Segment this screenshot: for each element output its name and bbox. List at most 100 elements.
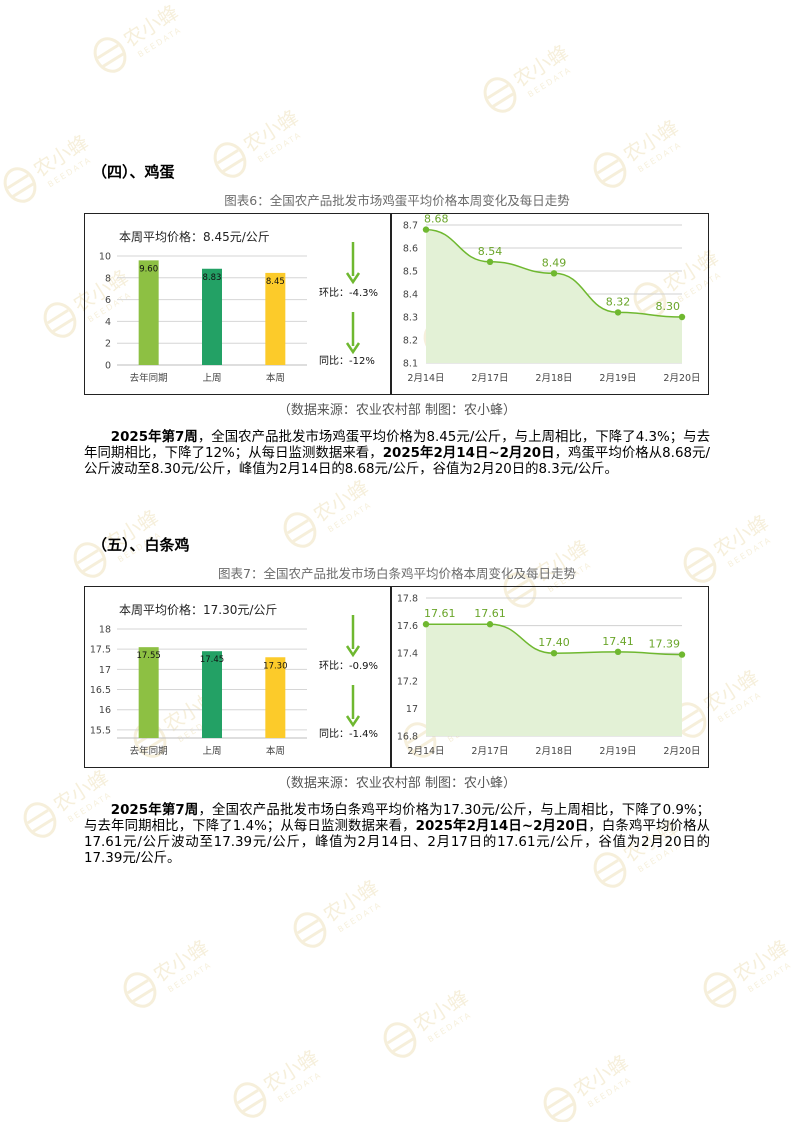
x-tick-label: 2月19日 <box>599 746 636 757</box>
bar-chart-eggs: 本周平均价格：8.45元/公斤 0 2 4 6 8 10 9.60 去年同期 8.83 上周 8.45… <box>99 229 378 384</box>
y-tick-label: 10 <box>99 252 111 263</box>
line-chart-chicken: 16.8 17 17.2 17.4 17.6 17.8 17.61 2月14日 17.61 2月1… <box>397 594 701 758</box>
bar-chart-chicken: 本周平均价格：17.30元/公斤 15.5 16 16.5 17 17.5 18 17.55 去… <box>90 602 378 757</box>
data-source-eggs: （数据来源：农业农村部 制图：农小蜂） <box>277 403 517 418</box>
bar-value-label: 8.83 <box>203 273 222 283</box>
summary-paragraph-eggs: 2025年第7周，全国农产品批发市场鸡蛋平均价格为8.45元/公斤，与上周相比，… <box>84 430 710 477</box>
x-tick-label: 上周 <box>202 746 221 757</box>
y-tick-label: 17.5 <box>90 645 111 656</box>
y-tick-label: 8.4 <box>403 290 418 301</box>
bar <box>202 651 222 738</box>
y-tick-label: 0 <box>105 361 111 372</box>
data-point <box>422 226 430 233</box>
yoy-change-label: 同比：-1.4% <box>319 728 378 740</box>
data-point-label: 8.30 <box>656 300 681 313</box>
figure-divider <box>390 587 392 767</box>
y-tick-label: 8.7 <box>403 221 418 232</box>
y-tick-label: 17.6 <box>397 621 418 632</box>
figure-eggs: 本周平均价格：8.45元/公斤 0 2 4 6 8 10 9.60 去年同期 8.83 上周 8.45… <box>84 213 709 395</box>
y-tick-label: 17 <box>406 704 418 715</box>
figure-chicken: 本周平均价格：17.30元/公斤 15.5 16 16.5 17 17.5 18 17.55 去… <box>84 586 709 768</box>
figure-caption-chicken: 图表7：全国农产品批发市场白条鸡平均价格本周变化及每日走势 <box>218 566 576 581</box>
y-tick-label: 8.1 <box>403 359 418 370</box>
y-tick-label: 8.5 <box>403 267 418 278</box>
section-heading-eggs: （四）、鸡蛋 <box>92 163 175 181</box>
y-tick-label: 18 <box>99 625 111 636</box>
bar-value-label: 17.45 <box>200 655 224 665</box>
bar <box>202 268 222 365</box>
line-chart-eggs: 8.1 8.2 8.3 8.4 8.5 8.6 8.7 8.68 2月14日 8.54 2月17日 8… <box>403 213 701 384</box>
figure-caption-eggs: 图表6：全国农产品批发市场鸡蛋平均价格本周变化及每日走势 <box>224 193 570 208</box>
x-tick-label: 去年同期 <box>130 372 168 384</box>
chain-change-label: 环比：-4.3% <box>319 287 378 299</box>
x-tick-label: 2月20日 <box>663 746 700 757</box>
y-tick-label: 6 <box>105 295 111 306</box>
yoy-change-label: 同比：-12% <box>319 355 375 367</box>
data-point-label: 17.61 <box>424 607 456 620</box>
figure-divider <box>390 214 392 394</box>
y-tick-label: 17 <box>99 665 111 676</box>
data-point-label: 8.49 <box>542 256 567 269</box>
data-point <box>614 648 622 656</box>
x-tick-label: 2月14日 <box>407 373 444 384</box>
data-point <box>422 621 430 628</box>
area-fill <box>426 229 682 363</box>
x-tick-label: 2月18日 <box>535 373 572 384</box>
weekly-average-label: 本周平均价格：8.45元/公斤 <box>119 229 270 244</box>
down-arrow-icon <box>345 615 361 658</box>
x-tick-label: 2月18日 <box>535 746 572 757</box>
data-point <box>678 651 686 658</box>
data-point-label: 17.61 <box>474 607 506 620</box>
x-tick-label: 本周 <box>266 372 285 384</box>
y-tick-label: 17.4 <box>397 649 418 660</box>
bar <box>138 260 159 365</box>
chain-change-label: 环比：-0.9% <box>319 660 378 672</box>
data-point-label: 17.40 <box>538 636 570 649</box>
y-tick-label: 16.5 <box>90 685 111 696</box>
x-tick-label: 2月17日 <box>471 373 508 384</box>
down-arrow-icon <box>345 685 361 728</box>
x-tick-label: 2月14日 <box>407 746 444 757</box>
y-tick-label: 8.2 <box>403 336 418 347</box>
bar <box>265 272 286 365</box>
bar-value-label: 17.30 <box>263 661 287 671</box>
bar-value-label: 9.60 <box>139 264 158 274</box>
section-heading-chicken: （五）、白条鸡 <box>92 536 190 554</box>
y-tick-label: 15.5 <box>90 725 111 736</box>
x-tick-label: 2月17日 <box>471 746 508 757</box>
data-point <box>614 309 622 316</box>
summary-paragraph-chicken: 2025年第7周，全国农产品批发市场白条鸡平均价格为17.30元/公斤，与上周相… <box>84 803 710 866</box>
y-tick-label: 17.8 <box>397 594 418 605</box>
y-tick-label: 8 <box>105 273 111 284</box>
x-tick-label: 2月20日 <box>663 373 700 384</box>
y-tick-label: 8.3 <box>403 313 418 324</box>
bar <box>138 647 159 738</box>
bar <box>265 657 286 738</box>
y-tick-label: 16 <box>99 705 111 716</box>
x-tick-label: 本周 <box>266 745 285 757</box>
y-tick-label: 17.2 <box>397 676 418 687</box>
y-tick-label: 8.6 <box>403 244 418 255</box>
x-tick-label: 2月19日 <box>599 373 636 384</box>
y-tick-label: 2 <box>105 339 111 350</box>
down-arrow-icon <box>345 312 361 355</box>
data-point <box>678 313 686 321</box>
y-tick-label: 4 <box>105 317 111 328</box>
bar-value-label: 8.45 <box>266 277 285 287</box>
y-tick-label: 16.8 <box>397 732 418 743</box>
data-point <box>550 650 558 657</box>
x-tick-label: 上周 <box>202 373 221 384</box>
down-arrow-icon <box>345 242 361 285</box>
data-point-label: 8.32 <box>606 295 631 308</box>
data-point <box>550 270 558 277</box>
data-point <box>486 258 494 265</box>
data-point-label: 8.54 <box>478 245 503 258</box>
data-point-label: 8.68 <box>424 213 449 226</box>
data-source-chicken: （数据来源：农业农村部 制图：农小蜂） <box>277 776 517 791</box>
x-tick-label: 去年同期 <box>130 745 168 757</box>
weekly-average-label: 本周平均价格：17.30元/公斤 <box>119 602 277 617</box>
data-point <box>486 621 494 628</box>
data-point-label: 17.41 <box>602 635 634 648</box>
bar-value-label: 17.55 <box>136 651 160 661</box>
data-point-label: 17.39 <box>649 638 681 651</box>
